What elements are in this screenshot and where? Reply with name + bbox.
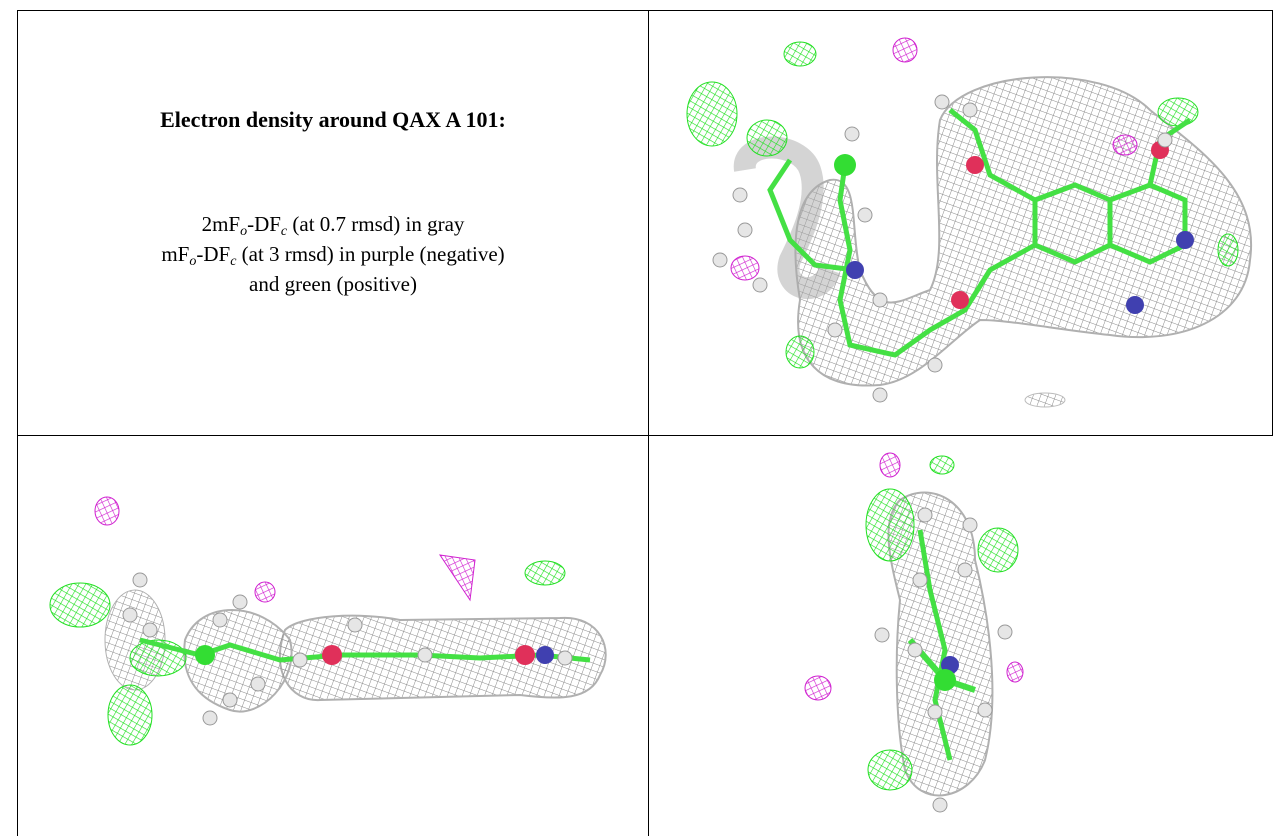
bond — [917, 529, 953, 761]
atom — [1126, 296, 1144, 314]
atom — [857, 207, 873, 223]
text-run: -DF — [247, 212, 281, 236]
atom — [932, 797, 948, 813]
atom — [132, 572, 148, 588]
density-mesh — [1157, 97, 1199, 127]
density-mesh — [122, 572, 573, 726]
density-view-bottom-right — [804, 452, 1024, 813]
caption-title: Electron density around QAX A 101: — [160, 107, 506, 132]
subscript: c — [280, 224, 288, 239]
text-run: -DF — [196, 242, 231, 266]
description-line: mFo-DFc (at 3 rmsd) in purple (negative) — [18, 239, 648, 269]
atom — [322, 645, 342, 665]
density-view-bottom-left — [49, 496, 607, 746]
atom — [417, 647, 433, 663]
atom — [222, 692, 238, 708]
density-mesh — [977, 527, 1019, 573]
atom — [966, 156, 984, 174]
atom — [536, 646, 554, 664]
atom — [927, 704, 943, 720]
density-mesh — [783, 41, 817, 67]
density-mesh — [438, 554, 476, 602]
density-mesh — [712, 94, 1173, 403]
atom — [732, 187, 748, 203]
subscript: c — [230, 254, 237, 269]
text-run: mF — [161, 242, 190, 266]
atom — [712, 252, 728, 268]
atom — [934, 669, 956, 691]
atom — [872, 387, 888, 403]
text-run: and green (positive) — [249, 272, 417, 296]
density-mesh — [785, 335, 815, 369]
atom — [1157, 132, 1173, 148]
atom — [907, 642, 923, 658]
atom — [874, 627, 890, 643]
atom — [997, 624, 1013, 640]
atom — [232, 594, 248, 610]
text-run: (at 0.7 rmsd) in gray — [287, 212, 465, 236]
atom — [250, 676, 266, 692]
caption-description: 2mFo-DFc (at 0.7 rmsd) in gray mFo-DFc (a… — [18, 209, 648, 299]
atom — [515, 645, 535, 665]
density-mesh — [746, 119, 788, 157]
atom — [834, 154, 856, 176]
description-line: 2mFo-DFc (at 0.7 rmsd) in gray — [18, 209, 648, 239]
density-mesh — [686, 81, 738, 147]
atom — [1176, 231, 1194, 249]
density-mesh — [1217, 233, 1239, 267]
atom — [917, 507, 933, 523]
atom — [347, 617, 363, 633]
density-mesh — [874, 507, 1013, 813]
density-mesh — [804, 675, 832, 701]
density-mesh — [730, 255, 760, 281]
atom — [292, 652, 308, 668]
atom — [977, 702, 993, 718]
bond — [837, 164, 1037, 358]
density-view-top — [686, 37, 1253, 408]
atom — [962, 102, 978, 118]
atom — [912, 572, 928, 588]
atom — [752, 277, 768, 293]
atom — [846, 261, 864, 279]
atom — [737, 222, 753, 238]
atom — [142, 622, 158, 638]
atom — [212, 612, 228, 628]
atom — [122, 607, 138, 623]
subscript: o — [189, 254, 197, 269]
table-rules — [17, 10, 1273, 836]
atom — [195, 645, 215, 665]
description-line: and green (positive) — [18, 269, 648, 299]
density-mesh — [49, 582, 111, 628]
density-mesh — [892, 37, 918, 63]
atom — [827, 322, 843, 338]
density-mesh — [1024, 392, 1066, 408]
density-mesh — [879, 452, 901, 478]
atom — [844, 126, 860, 142]
density-mesh — [524, 560, 566, 586]
bond — [948, 108, 1037, 203]
bond — [767, 158, 856, 273]
atom — [951, 291, 969, 309]
text-run: (at 3 rmsd) in purple (negative) — [236, 242, 505, 266]
text-run: 2mF — [201, 212, 241, 236]
density-mesh — [1112, 134, 1138, 156]
atom — [872, 292, 888, 308]
text-cell: Electron density around QAX A 101: 2mFo-… — [18, 11, 648, 435]
density-mesh — [1006, 661, 1024, 683]
atom — [962, 517, 978, 533]
subscript: o — [240, 224, 248, 239]
density-mesh — [254, 581, 276, 603]
density-mesh — [94, 496, 120, 526]
density-mesh — [867, 749, 913, 791]
density-mesh — [929, 455, 955, 475]
atom — [934, 94, 950, 110]
atom — [957, 562, 973, 578]
density-mesh — [107, 684, 153, 746]
density-mesh — [865, 488, 915, 562]
atom — [557, 650, 573, 666]
atom — [927, 357, 943, 373]
atom — [202, 710, 218, 726]
